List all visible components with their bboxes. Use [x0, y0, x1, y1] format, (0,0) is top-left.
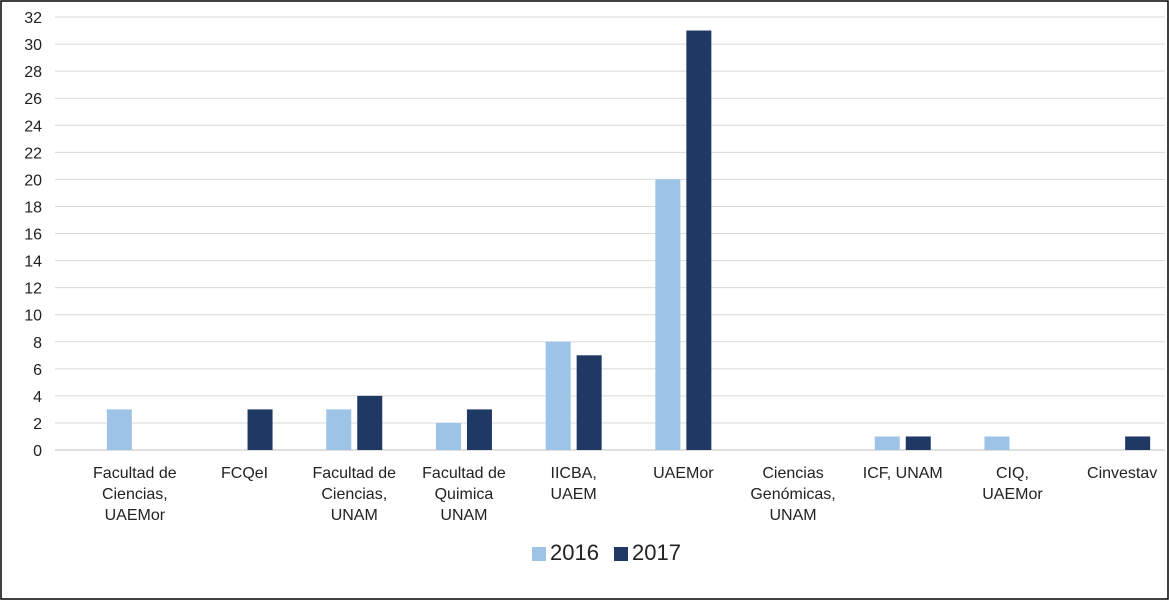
y-tick-label: 8 [33, 335, 42, 352]
bar [686, 30, 712, 450]
y-tick-label: 10 [24, 308, 42, 325]
x-tick-label: Ciencias Genómicas, UNAM [750, 465, 835, 524]
y-tick-label: 0 [33, 443, 42, 460]
x-tick-label: FCQeI [221, 465, 268, 482]
x-tick-label: Facultad de Quimica UNAM [422, 465, 506, 524]
legend-label: 2017 [632, 540, 681, 565]
bar [247, 409, 273, 450]
y-tick-label: 24 [24, 118, 42, 135]
x-tick-label: Facultad de Ciencias, UNAM [312, 465, 396, 524]
y-tick-label: 32 [24, 10, 42, 27]
bar [576, 355, 602, 450]
x-tick-label: ICF, UNAM [863, 465, 943, 482]
bar [984, 436, 1010, 450]
y-tick-label: 4 [33, 389, 42, 406]
bar [466, 409, 492, 450]
y-tick-label: 28 [24, 64, 42, 81]
bar [106, 409, 132, 450]
y-tick-label: 22 [24, 145, 42, 162]
y-tick-label: 16 [24, 227, 42, 244]
bar [1125, 436, 1151, 450]
bar [874, 436, 900, 450]
y-tick-label: 2 [33, 416, 42, 433]
bar [655, 179, 681, 450]
legend-swatch [532, 547, 546, 561]
bar [326, 409, 352, 450]
x-tick-label: CIQ, UAEMor [982, 465, 1043, 503]
y-tick-label: 18 [24, 199, 42, 216]
bar [905, 436, 931, 450]
bar [357, 395, 383, 450]
x-tick-label: Cinvestav [1087, 465, 1157, 482]
bar [545, 341, 571, 450]
x-tick-label: IICBA, UAEM [551, 465, 597, 503]
legend-label: 2016 [550, 540, 599, 565]
y-tick-label: 26 [24, 91, 42, 108]
y-tick-label: 6 [33, 362, 42, 379]
x-tick-label: Facultad de Ciencias, UAEMor [93, 465, 177, 524]
y-tick-label: 12 [24, 281, 42, 298]
y-tick-label: 30 [24, 37, 42, 54]
y-tick-label: 14 [24, 254, 42, 271]
legend-swatch [614, 547, 628, 561]
y-tick-label: 20 [24, 172, 42, 189]
bar [435, 422, 461, 450]
x-tick-label: UAEMor [653, 465, 714, 482]
